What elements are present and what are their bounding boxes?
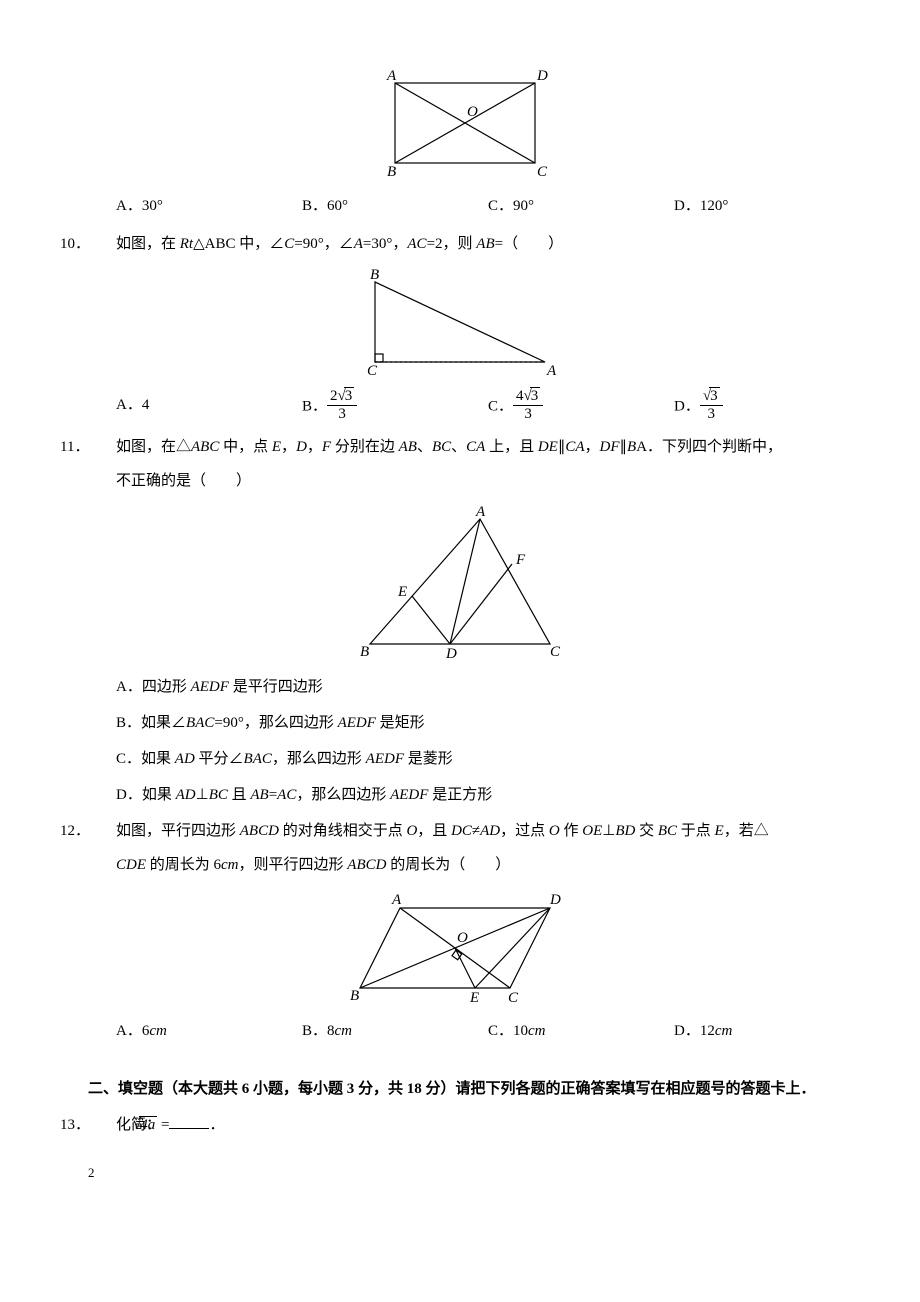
q10-figure: B C A — [60, 267, 860, 382]
label-A: A — [391, 892, 402, 908]
q12-option-B[interactable]: B．8cm — [302, 1016, 488, 1046]
label-O: O — [457, 930, 468, 946]
q11-stem-cont: 不正确的是（ ） — [60, 466, 820, 496]
q10-option-B[interactable]: B．2√33 — [302, 390, 488, 424]
q10-option-D[interactable]: D．√33 — [674, 390, 860, 424]
q12-option-A[interactable]: A．6cm — [116, 1016, 302, 1046]
q9-option-D[interactable]: D．120° — [674, 191, 860, 221]
q11-figure: A B C D E F — [60, 504, 860, 664]
label-B: B — [360, 644, 369, 660]
q9-option-C[interactable]: C．90° — [488, 191, 674, 221]
label-D: D — [445, 646, 457, 662]
label-D: D — [536, 68, 548, 84]
section-2-title: 二、填空题（本大题共 6 小题，每小题 3 分，共 18 分）请把下列各题的正确… — [88, 1074, 820, 1104]
label-D: D — [549, 892, 561, 908]
label-C: C — [537, 164, 548, 180]
q10-options: A．4 B．2√33 C．4√33 D．√33 — [60, 390, 860, 424]
q11-option-C[interactable]: C．如果 AD 平分∠BAC，那么四边形 AEDF 是菱形 — [60, 744, 860, 774]
q13-blank[interactable] — [169, 1113, 209, 1129]
label-A: A — [386, 68, 397, 84]
label-F: F — [515, 552, 526, 568]
q10-option-C[interactable]: C．4√33 — [488, 390, 674, 424]
label-O: O — [467, 104, 478, 120]
label-B: B — [350, 988, 359, 1004]
q12-option-D[interactable]: D．12cm — [674, 1016, 860, 1046]
label-B: B — [370, 267, 379, 283]
label-B: B — [387, 164, 396, 180]
q9-figure: A B C D O — [60, 68, 860, 183]
label-C: C — [508, 990, 519, 1006]
label-E: E — [469, 990, 479, 1006]
q11-option-B[interactable]: B．如果∠BAC=90°，那么四边形 AEDF 是矩形 — [60, 708, 860, 738]
q12-stem-cont: CDE 的周长为 6cm，则平行四边形 ABCD 的周长为（ ） — [60, 850, 820, 880]
label-A: A — [475, 504, 486, 520]
q12-option-C[interactable]: C．10cm — [488, 1016, 674, 1046]
label-A: A — [546, 363, 557, 379]
q9-option-A[interactable]: A．30° — [116, 191, 302, 221]
page-number: 2 — [88, 1160, 860, 1186]
label-E: E — [397, 584, 407, 600]
q13-stem: 13．化简：√4a=． — [88, 1110, 820, 1140]
q12-stem: 12．如图，平行四边形 ABCD 的对角线相交于点 O，且 DC≠AD，过点 O… — [88, 816, 820, 846]
q12-figure: A D B C E O — [60, 888, 860, 1008]
q10-option-A[interactable]: A．4 — [116, 390, 302, 424]
label-C: C — [367, 363, 378, 379]
q11-stem: 11．如图，在△ABC 中，点 E，D，F 分别在边 AB、BC、CA 上，且 … — [88, 432, 820, 462]
q10-stem: 10．如图，在 Rt△ABC 中，∠C=90°，∠A=30°，AC=2，则 AB… — [88, 229, 820, 259]
label-C: C — [550, 644, 561, 660]
q12-options: A．6cm B．8cm C．10cm D．12cm — [60, 1016, 860, 1046]
q11-option-A[interactable]: A．四边形 AEDF 是平行四边形 — [60, 672, 860, 702]
q11-option-D[interactable]: D．如果 AD⊥BC 且 AB=AC，那么四边形 AEDF 是正方形 — [60, 780, 860, 810]
q9-option-B[interactable]: B．60° — [302, 191, 488, 221]
q9-options: A．30° B．60° C．90° D．120° — [60, 191, 860, 221]
